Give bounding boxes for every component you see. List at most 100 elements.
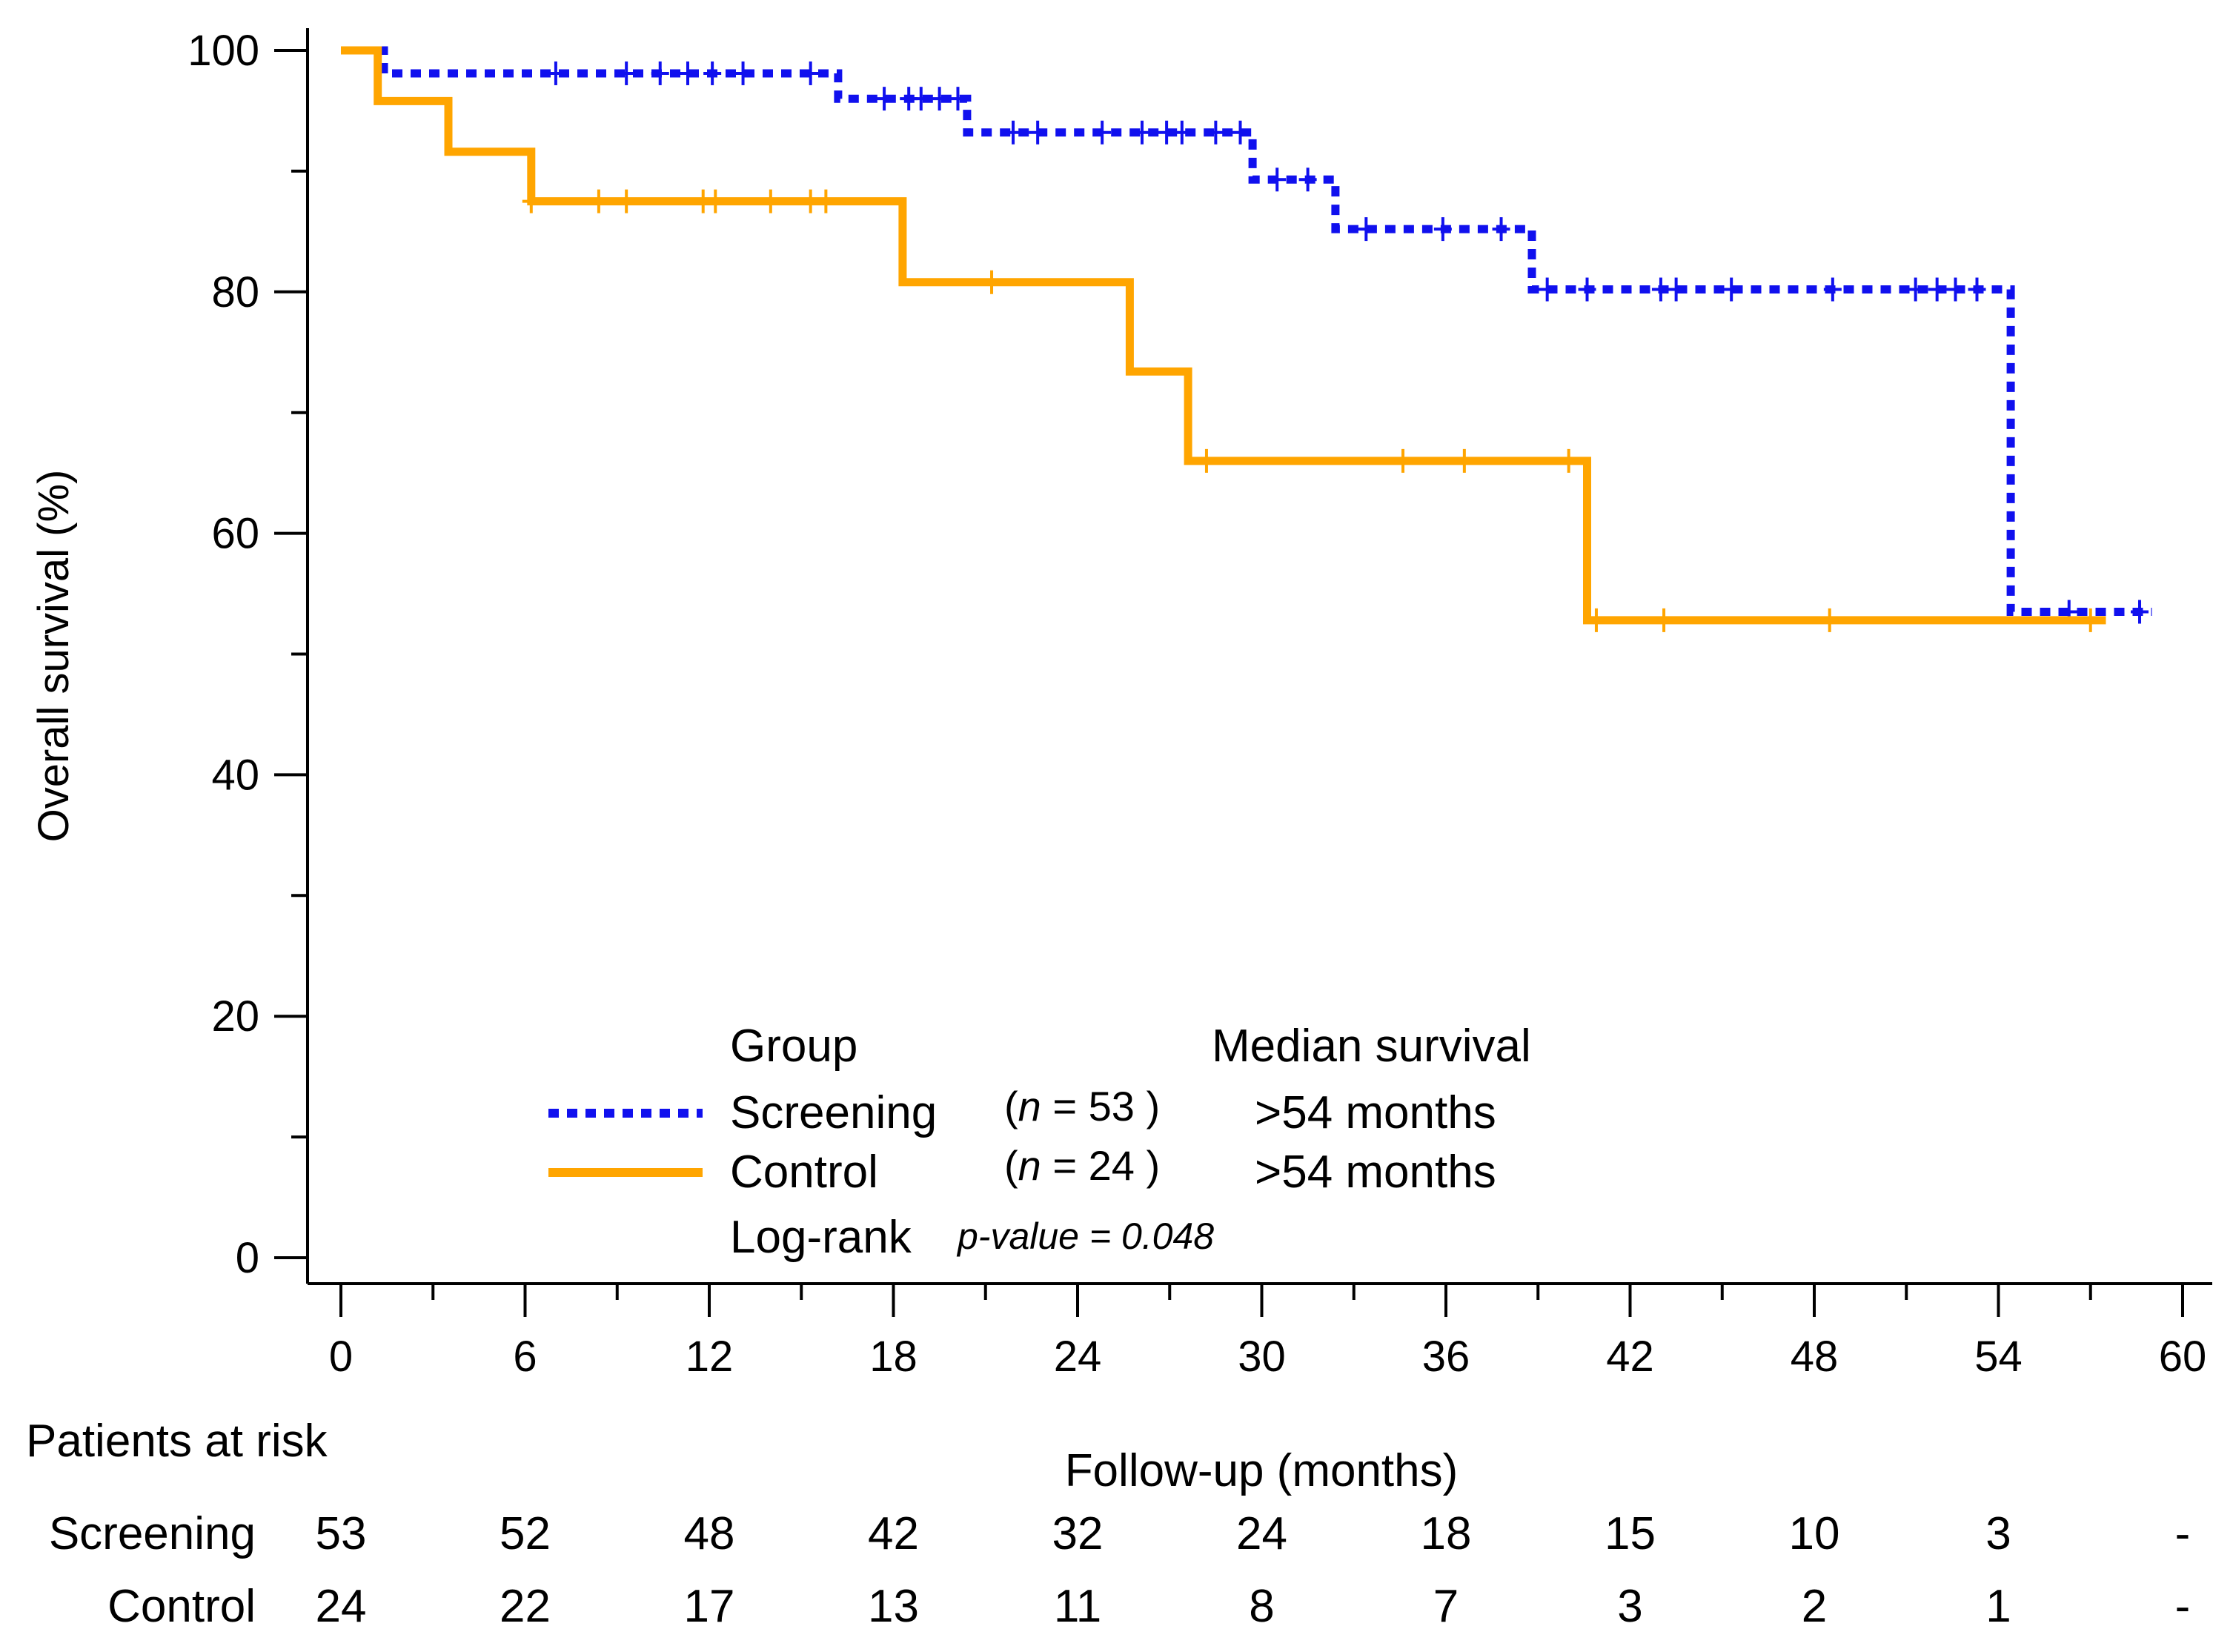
y-tick-label: 60 (211, 510, 259, 558)
censor-mark (1492, 217, 1510, 242)
axes: 0 20 40 60 80 100 0 6 12 18 24 30 36 42 48 54 60 (188, 27, 2212, 1381)
censor-mark (1172, 120, 1191, 145)
censor-mark (522, 189, 540, 213)
x-tick-label: 48 (1791, 1333, 1839, 1381)
censor-mark (1298, 167, 1317, 192)
y-tick-label: 100 (188, 27, 259, 75)
risk-value: 52 (500, 1508, 551, 1559)
risk-value: 11 (1054, 1581, 1101, 1632)
p-value-text: p-value = 0.048 (956, 1215, 1214, 1257)
censor-mark (1667, 277, 1685, 302)
censor-mark (1578, 277, 1596, 302)
censor-mark (2081, 608, 2100, 632)
risk-value: 15 (1605, 1508, 1656, 1559)
censor-mark (1455, 448, 1473, 473)
censor-mark (1946, 277, 1965, 302)
censor-mark (1029, 120, 1047, 145)
censor-mark (617, 61, 636, 85)
censor-mark (546, 61, 565, 85)
censor-mark (801, 61, 820, 85)
censor-mark (817, 189, 835, 213)
risk-table-title: Patients at risk (26, 1416, 328, 1467)
risk-row-label-control: Control (107, 1581, 256, 1632)
risk-value: - (2175, 1508, 2191, 1559)
censor-mark (589, 189, 608, 213)
y-tick-label: 80 (211, 268, 259, 316)
legend-median-control: >54 months (1255, 1147, 1496, 1198)
censor-mark (1004, 120, 1023, 145)
legend: Group Median survival Screening (n = 53 ) >5… (548, 1021, 1531, 1263)
y-tick-label: 0 (236, 1234, 259, 1282)
y-tick-label: 20 (211, 992, 259, 1041)
x-axis-label: Follow-up (months) (1065, 1445, 1459, 1496)
censor-mark (1820, 608, 1839, 632)
censor-mark (1231, 120, 1250, 145)
censor-mark (1722, 277, 1741, 302)
censor-mark (706, 189, 725, 213)
legend-n-screening: (n = 53 ) (1004, 1083, 1160, 1129)
legend-title: Group (730, 1021, 857, 1072)
risk-value: 24 (316, 1581, 367, 1632)
y-tick-label: 40 (211, 751, 259, 799)
risk-value: 10 (1789, 1508, 1840, 1559)
risk-value: 42 (868, 1508, 919, 1559)
censor-mark (761, 189, 780, 213)
risk-value: 1 (1985, 1581, 2011, 1632)
x-tick-label: 24 (1054, 1333, 1102, 1381)
risk-value: 18 (1421, 1508, 1472, 1559)
risk-value: 7 (1433, 1581, 1459, 1632)
censor-mark (617, 189, 636, 213)
censor-mark (1433, 217, 1452, 242)
censor-mark (1906, 277, 1925, 302)
censor-mark (1651, 277, 1670, 302)
censor-mark (801, 189, 820, 213)
legend-label-screening: Screening (730, 1087, 937, 1138)
risk-value: - (2175, 1581, 2191, 1632)
x-tick-label: 36 (1422, 1333, 1470, 1381)
risk-value: 48 (684, 1508, 735, 1559)
risk-value: 13 (868, 1581, 919, 1632)
x-tick-label: 0 (329, 1333, 353, 1381)
risk-value: 53 (316, 1508, 367, 1559)
x-tick-label: 42 (1606, 1333, 1654, 1381)
legend-n-control: (n = 24 ) (1004, 1142, 1160, 1189)
risk-row-label-screening: Screening (49, 1508, 256, 1559)
risk-value: 8 (1249, 1581, 1274, 1632)
x-tick-label: 18 (869, 1333, 918, 1381)
risk-value: 32 (1052, 1508, 1104, 1559)
logrank-label: Log-rank (730, 1212, 912, 1263)
censor-mark (1538, 277, 1556, 302)
series-screening (341, 46, 2152, 624)
x-tick-label: 54 (1974, 1333, 2023, 1381)
censor-mark (912, 87, 930, 111)
x-tick-label: 60 (2159, 1333, 2207, 1381)
legend-label-control: Control (730, 1147, 878, 1198)
censor-mark (1158, 120, 1176, 145)
series-control (341, 46, 2106, 632)
censor-mark (1559, 448, 1578, 473)
censor-mark (1928, 277, 1946, 302)
censor-mark (1587, 608, 1605, 632)
survival-curve-screening (341, 46, 2152, 616)
y-axis-label: Overall survival (%) (30, 470, 78, 843)
censor-mark (1823, 277, 1842, 302)
censor-mark (1357, 217, 1376, 242)
censor-mark (1207, 120, 1225, 145)
censor-mark (1132, 120, 1151, 145)
censor-mark (1197, 448, 1215, 473)
x-tick-label: 30 (1238, 1333, 1286, 1381)
risk-value: 24 (1236, 1508, 1287, 1559)
risk-value: 22 (500, 1581, 551, 1632)
censor-mark (703, 61, 722, 85)
legend-median-screening: >54 months (1255, 1087, 1496, 1138)
censor-mark (1093, 120, 1112, 145)
survival-curve-control (341, 46, 2106, 625)
legend-median-header: Median survival (1212, 1021, 1531, 1072)
risk-value: 3 (1985, 1508, 2011, 1559)
censor-mark (875, 87, 894, 111)
risk-value: 3 (1617, 1581, 1642, 1632)
censor-mark (1268, 167, 1287, 192)
censor-mark (983, 270, 1001, 294)
